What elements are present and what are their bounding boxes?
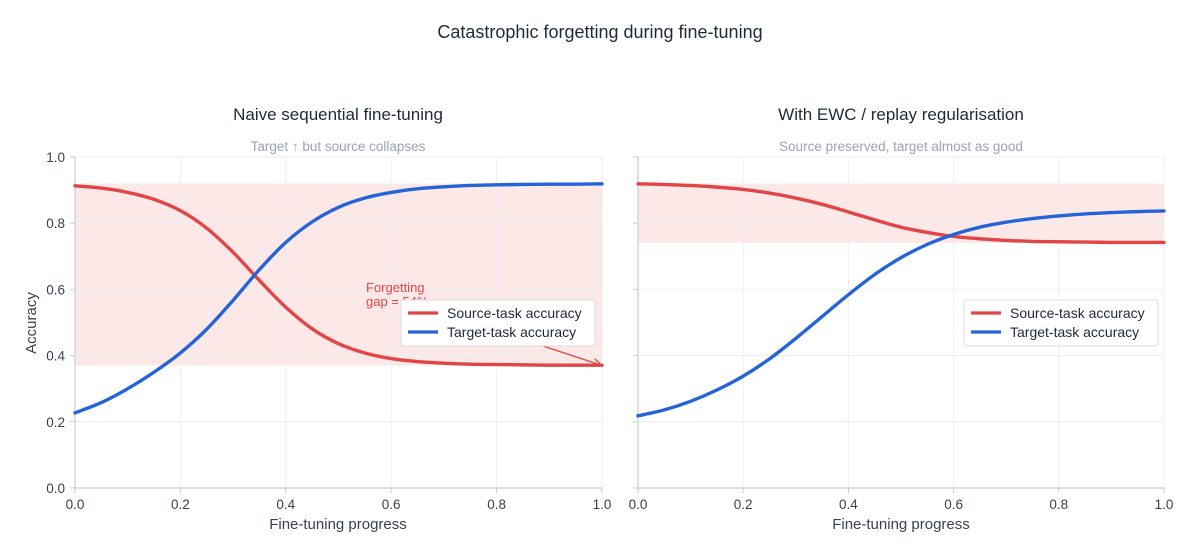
x-tick-labels: 0.0 0.2 0.4 0.6 0.8 1.0 xyxy=(66,497,612,512)
x-tick-label: 0.6 xyxy=(944,497,963,512)
x-tick-label: 1.0 xyxy=(593,497,612,512)
panel-ewc-title: With EWC / replay regularisation xyxy=(778,105,1024,124)
x-tick-labels: 0.0 0.2 0.4 0.6 0.8 1.0 xyxy=(629,497,1174,512)
x-tick-label: 0.2 xyxy=(734,497,753,512)
y-tick-label: 1.0 xyxy=(46,150,65,165)
legend-label-target: Target-task accuracy xyxy=(447,324,576,340)
x-tick-label: 0.0 xyxy=(66,497,85,512)
y-tick-label: 0.8 xyxy=(46,216,65,231)
annotation-line1: Forgetting xyxy=(366,280,425,295)
y-axis-label: Accuracy xyxy=(23,292,40,354)
panel-naive-title: Naive sequential fine-tuning xyxy=(233,105,443,124)
annotation-arrow-head xyxy=(592,358,604,368)
panel-ewc: With EWC / replay regularisation Source … xyxy=(629,105,1174,533)
x-axis-label: Fine-tuning progress xyxy=(269,516,407,533)
x-tick-label: 0.4 xyxy=(276,497,295,512)
x-tick-label: 0.4 xyxy=(839,497,858,512)
y-tick-label: 0.0 xyxy=(46,481,65,496)
legend-box xyxy=(963,299,1159,347)
plot-lines xyxy=(636,182,1166,418)
panel-ewc-subtitle: Source preserved, target almost as good xyxy=(779,139,1023,154)
legend: Source-task accuracy Target-task accurac… xyxy=(400,299,596,347)
plot-axes xyxy=(70,156,603,493)
legend-label-source: Source-task accuracy xyxy=(447,305,582,321)
figure-suptitle: Catastrophic forgetting during fine-tuni… xyxy=(437,22,762,42)
x-tick-label: 0.2 xyxy=(171,497,190,512)
legend-box xyxy=(400,299,596,347)
x-tick-label: 0.0 xyxy=(629,497,648,512)
plot-axes xyxy=(633,156,1165,493)
x-tick-label: 0.8 xyxy=(1049,497,1068,512)
annotation-arrow-shaft xyxy=(539,344,600,366)
y-tick-label: 0.2 xyxy=(46,415,65,430)
legend: Source-task accuracy Target-task accurac… xyxy=(963,299,1159,347)
annotation-arrow xyxy=(539,344,604,368)
y-tick-label: 0.6 xyxy=(46,282,65,297)
series-line-source xyxy=(636,182,1166,245)
legend-label-target: Target-task accuracy xyxy=(1010,324,1139,340)
series-line-source xyxy=(73,184,604,367)
y-tick-labels: 0.0 0.2 0.4 0.6 0.8 1.0 xyxy=(46,150,65,496)
x-tick-label: 0.8 xyxy=(487,497,506,512)
x-tick-label: 1.0 xyxy=(1155,497,1174,512)
series-line-target xyxy=(73,182,604,415)
legend-label-source: Source-task accuracy xyxy=(1010,305,1145,321)
series-line-target xyxy=(636,209,1166,418)
plot-lines xyxy=(73,182,604,415)
panel-naive: Naive sequential fine-tuning Target ↑ bu… xyxy=(23,105,611,533)
x-tick-label: 0.6 xyxy=(382,497,401,512)
forgetting-annotation: Forgetting gap = 54% xyxy=(366,280,604,368)
y-tick-label: 0.4 xyxy=(46,349,65,364)
x-axis-label: Fine-tuning progress xyxy=(832,516,970,533)
panel-naive-subtitle: Target ↑ but source collapses xyxy=(251,139,426,154)
